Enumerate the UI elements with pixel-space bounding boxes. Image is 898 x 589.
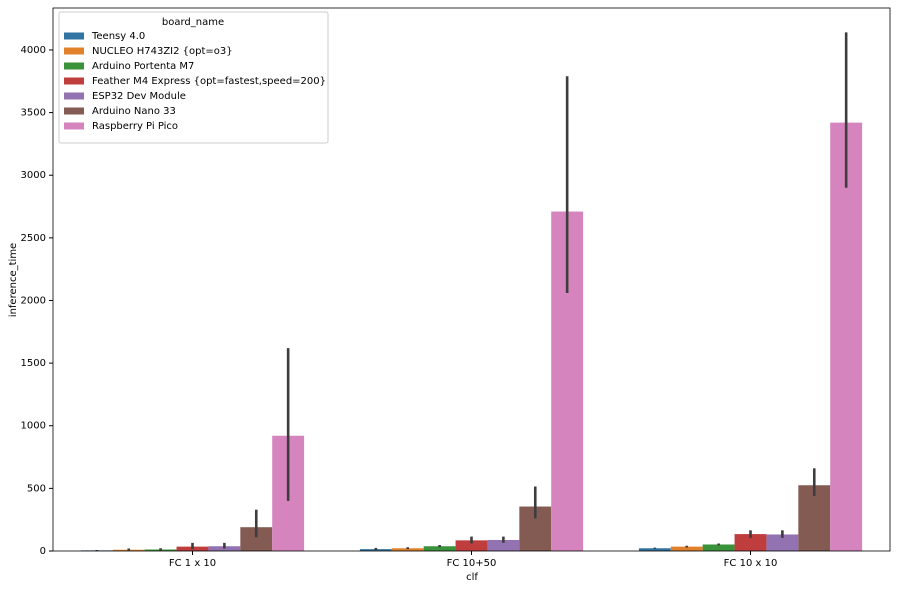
legend-label: Raspberry Pi Pico: [92, 121, 178, 132]
y-tick-label: 4000: [21, 45, 46, 56]
y-tick-label: 500: [27, 483, 46, 494]
bar: [798, 485, 831, 551]
legend-swatch: [64, 92, 84, 100]
legend-label: Feather M4 Express {opt=fastest,speed=20…: [92, 76, 326, 87]
bar: [830, 122, 863, 551]
y-tick-label: 3000: [21, 170, 46, 181]
bar: [391, 548, 424, 551]
x-axis-label: clf: [466, 572, 478, 583]
legend-label: ESP32 Dev Module: [92, 91, 186, 102]
legend-label: Teensy 4.0: [91, 31, 145, 42]
legend-swatch: [64, 77, 84, 85]
bar: [702, 544, 735, 551]
bar: [240, 527, 273, 551]
legend-swatch: [64, 122, 84, 130]
legend-label: NUCLEO H743ZI2 {opt=o3}: [92, 46, 233, 57]
y-tick-label: 1500: [21, 358, 46, 369]
legend-title: board_name: [162, 17, 224, 28]
legend-label: Arduino Nano 33: [92, 106, 176, 117]
x-tick-label: FC 1 x 10: [169, 558, 216, 569]
y-tick-label: 0: [40, 546, 46, 557]
y-tick-label: 2500: [21, 233, 46, 244]
bar: [487, 539, 520, 551]
legend-box: [58, 11, 329, 144]
bar: [670, 546, 703, 551]
plot-frame: [52, 7, 891, 552]
legend-swatch: [64, 47, 84, 55]
y-tick-label: 3500: [21, 108, 46, 119]
y-tick-label: 2000: [21, 295, 46, 306]
bar: [734, 534, 767, 551]
bar: [208, 546, 241, 551]
bar: [766, 534, 799, 551]
y-tick-label: 1000: [21, 421, 46, 432]
legend-swatch: [64, 62, 84, 70]
y-axis-label: inference_time: [8, 243, 19, 317]
bar: [359, 549, 392, 551]
x-tick-label: FC 10+50: [447, 558, 497, 569]
x-tick-label: FC 10 x 10: [724, 558, 778, 569]
bar: [423, 546, 456, 551]
legend-swatch: [64, 32, 84, 40]
bar: [455, 540, 488, 551]
legend-label: Arduino Portenta M7: [92, 61, 194, 72]
legend-swatch: [64, 107, 84, 115]
bar: [638, 548, 671, 551]
